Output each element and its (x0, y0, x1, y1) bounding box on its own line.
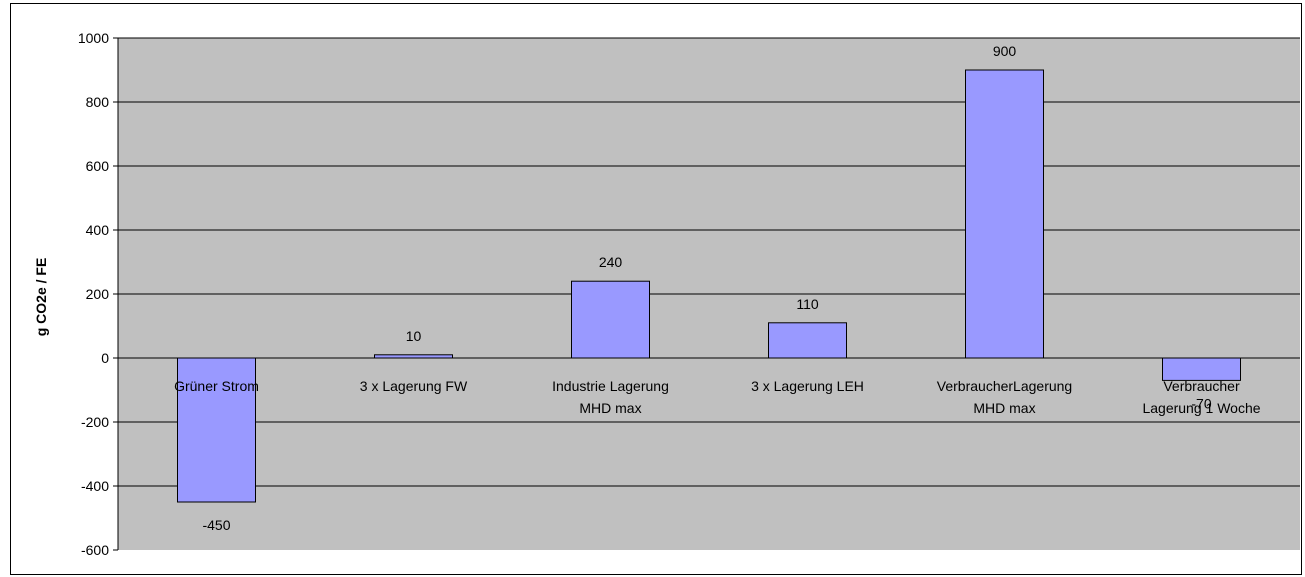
data-label: 10 (406, 328, 422, 344)
x-tick-label: MHD max (973, 400, 1035, 416)
data-label: 240 (599, 254, 623, 270)
bar (768, 322, 847, 359)
data-label: -70 (1191, 395, 1211, 411)
x-tick-label: Verbraucher (1163, 378, 1240, 394)
y-tick-label: -200 (81, 414, 109, 430)
plot-area: -600 -400 -200 0 200 400 600 800 1000 -450 10 240 11… (78, 30, 1300, 558)
x-tick-label: Grüner Strom (174, 378, 259, 394)
bar (965, 69, 1044, 359)
y-tick-label: 200 (86, 286, 110, 302)
x-tick-label: 3 x Lagerung FW (360, 378, 468, 394)
y-tick-label: -600 (81, 542, 109, 558)
bar (177, 357, 256, 503)
bar (571, 280, 650, 359)
x-tick-label: 3 x Lagerung LEH (751, 378, 864, 394)
y-tick-label: -400 (81, 478, 109, 494)
y-axis-label: g CO2e / FE (33, 258, 49, 337)
x-tick-label: Lagerung 1 Woche (1142, 400, 1260, 416)
y-tick-label: 0 (101, 350, 109, 366)
x-tick-label: Industrie Lagerung (552, 378, 669, 394)
data-label: 900 (993, 43, 1017, 59)
x-tick-label: MHD max (579, 400, 641, 416)
y-tick-label: 400 (86, 222, 110, 238)
y-tick-label: 800 (86, 94, 110, 110)
data-label: -450 (202, 517, 230, 533)
data-label: 110 (796, 296, 819, 312)
y-tick-label: 1000 (78, 30, 109, 46)
x-tick-label: VerbraucherLagerung (937, 378, 1072, 394)
y-tick-label: 600 (86, 158, 110, 174)
